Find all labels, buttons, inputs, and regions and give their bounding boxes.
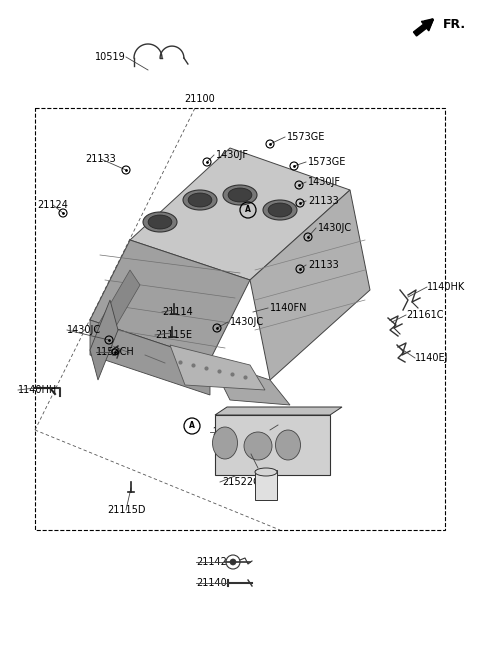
Text: 1140HK: 1140HK bbox=[427, 282, 465, 292]
Bar bbox=[35, 108, 445, 530]
Polygon shape bbox=[170, 345, 265, 390]
Ellipse shape bbox=[143, 212, 177, 232]
Polygon shape bbox=[250, 190, 370, 380]
Ellipse shape bbox=[263, 200, 297, 220]
Text: 1430JC: 1430JC bbox=[318, 223, 352, 233]
Ellipse shape bbox=[276, 430, 300, 460]
Text: A: A bbox=[245, 205, 251, 215]
Text: 1430JF: 1430JF bbox=[216, 150, 249, 160]
Ellipse shape bbox=[188, 193, 212, 207]
Ellipse shape bbox=[213, 427, 238, 459]
Text: 1573GE: 1573GE bbox=[308, 157, 347, 167]
Text: 21161C: 21161C bbox=[406, 310, 444, 320]
Text: 21140: 21140 bbox=[196, 578, 227, 588]
Text: FR.: FR. bbox=[443, 18, 466, 31]
Text: 21133: 21133 bbox=[308, 196, 339, 206]
Text: A: A bbox=[189, 422, 195, 430]
Ellipse shape bbox=[255, 468, 277, 476]
Circle shape bbox=[230, 559, 236, 565]
Polygon shape bbox=[210, 360, 290, 405]
Bar bbox=[255, 470, 277, 500]
Text: 1430JF: 1430JF bbox=[308, 177, 341, 187]
Polygon shape bbox=[90, 300, 118, 380]
Ellipse shape bbox=[148, 215, 172, 229]
Text: 1140FN: 1140FN bbox=[270, 303, 308, 313]
Text: 21115E: 21115E bbox=[155, 330, 192, 340]
Text: 21114: 21114 bbox=[162, 307, 193, 317]
Text: 21133: 21133 bbox=[85, 154, 116, 164]
Text: 1140HH: 1140HH bbox=[18, 385, 57, 395]
Text: 1430JC: 1430JC bbox=[67, 325, 101, 335]
Text: 10519: 10519 bbox=[95, 52, 126, 62]
Ellipse shape bbox=[244, 432, 272, 460]
Text: 21133: 21133 bbox=[308, 260, 339, 270]
Ellipse shape bbox=[223, 185, 257, 205]
Text: 1153CH: 1153CH bbox=[96, 347, 135, 357]
Polygon shape bbox=[90, 240, 250, 360]
Text: 21115D: 21115D bbox=[107, 505, 145, 515]
Ellipse shape bbox=[268, 203, 292, 217]
Polygon shape bbox=[90, 320, 210, 395]
Ellipse shape bbox=[228, 188, 252, 202]
Text: 21119B: 21119B bbox=[253, 449, 290, 459]
Text: 1573GE: 1573GE bbox=[287, 132, 325, 142]
Text: 25124D: 25124D bbox=[212, 427, 251, 437]
Polygon shape bbox=[95, 270, 140, 345]
Bar bbox=[215, 415, 330, 475]
FancyArrow shape bbox=[413, 20, 433, 36]
Text: 1140EJ: 1140EJ bbox=[415, 353, 448, 363]
Text: 21522C: 21522C bbox=[222, 477, 260, 487]
Text: 1430JC: 1430JC bbox=[230, 317, 264, 327]
Ellipse shape bbox=[183, 190, 217, 210]
Text: 1140GD: 1140GD bbox=[280, 420, 320, 430]
Text: 21142: 21142 bbox=[196, 557, 227, 567]
Polygon shape bbox=[130, 148, 350, 280]
Polygon shape bbox=[215, 407, 342, 415]
Text: 21100: 21100 bbox=[185, 94, 216, 104]
Text: 21124: 21124 bbox=[37, 200, 69, 210]
